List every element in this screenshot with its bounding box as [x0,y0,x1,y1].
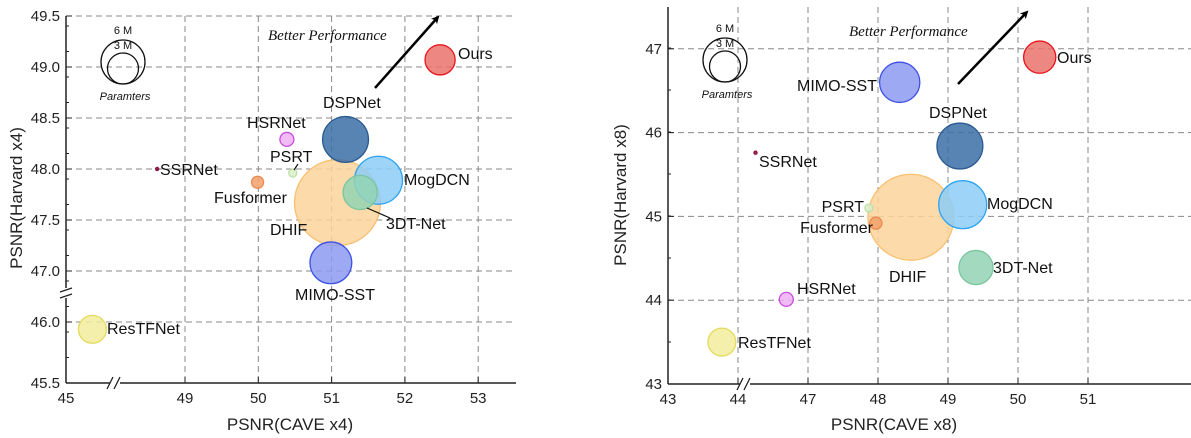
bubble-dhif [867,173,955,261]
y-tick-label: 49.5 [31,8,60,25]
better-performance-arrow-icon [374,15,440,89]
point-label-dhif: DHIF [270,222,308,239]
y-tick-label: 46.0 [31,314,60,331]
y-axis-title: PSNR(Harvard x4) [7,127,26,269]
x-axis-title: PSNR(CAVE x8) [831,415,957,434]
bubble-dspnet [321,115,370,164]
bubble-mimo-sst [878,61,921,104]
point-label-psrt: PSRT [270,149,313,166]
x-tick-label: 51 [323,390,340,407]
bubble-ours [424,44,456,76]
bubble-mimo-sst [309,241,353,285]
bubble-ssrnet [753,150,758,155]
bubble-restfnet [77,314,107,344]
x-axis-title: PSNR(CAVE x4) [227,415,353,434]
point-label-fusformer: Fusformer [214,190,288,207]
x-axis-break-gap [740,381,750,387]
x-tick-label: 50 [1010,391,1027,408]
x-tick-label: 45 [58,390,75,407]
point-label-restfnet: ResTFNet [107,321,180,338]
size-legend-label-6m: 6 M [716,23,734,35]
bubble-hsrnet [778,291,794,307]
bubble-fusformer [250,175,265,189]
point-label-3dt-net: 3DT-Net [993,260,1053,277]
x-tick-label: 49 [940,391,957,408]
size-legend-label-3m: 3 M [716,38,734,50]
bubble-mogdcn [938,180,988,230]
y-tick-label: 45 [645,208,662,225]
size-legend-label-3m: 3 M [114,40,132,52]
point-label-mimo-sst: MIMO-SST [295,287,375,304]
x-axis-break-gap [110,380,120,386]
y-tick-label: 47 [645,41,662,58]
size-legend-circle-3m [106,52,140,85]
x-axis-break-icon [736,377,751,391]
leader-line [293,163,299,171]
x-tick-label: 50 [250,390,267,407]
point-label-dspnet: DSPNet [323,95,381,112]
y-axis-break-icon [59,287,73,299]
y-tick-label: 48.5 [31,110,60,127]
chart-panel-2: 43 44 47 48 49 50 51 43 44 45 46 47 Ours MIMO-SST DSPN… [611,7,1191,434]
bubble-dspnet [936,122,984,170]
x-tick-label: 53 [470,390,487,407]
y-axis-title: PSNR(Harvard x8) [611,124,630,266]
point-label-mimo-sst: MIMO-SST [797,78,877,95]
better-performance-arrow-icon [957,10,1029,85]
y-tick-label: 45.5 [31,375,60,392]
point-label-psrt: PSRT [822,199,865,216]
point-label-restfnet: ResTFNet [738,335,811,352]
size-legend-label-6m: 6 M [114,25,132,37]
point-label-ours: Ours [1057,50,1092,67]
point-label-3dt-net: 3DT-Net [386,216,446,233]
x-tick-label: 52 [397,390,414,407]
leader-line [366,207,391,219]
x-tick-label: 48 [870,391,887,408]
point-label-hsrnet: HSRNet [797,281,856,298]
bubble-fusformer [869,216,883,230]
x-tick-label: 47 [800,391,817,408]
x-tick-label: 43 [660,391,677,408]
point-label-mogdcn: MogDCN [987,196,1053,213]
point-label-ours: Ours [458,46,493,63]
bubble-3dt-net [958,249,994,286]
y-tick-label: 43 [645,376,662,393]
y-axis-break-gap [63,288,69,298]
size-legend-title: Paramters [702,89,753,101]
bubble-ssrnet [154,166,160,172]
bubble-psrt [288,168,298,178]
x-tick-label: 51 [1080,391,1097,408]
point-label-dspnet: DSPNet [929,105,987,122]
better-performance-annotation: Better Performance [849,24,968,40]
bubble-hsrnet [279,131,295,148]
size-legend-circle-3m [708,50,742,83]
size-legend-title: Paramters [100,91,151,103]
y-tick-label: 49.0 [31,59,60,76]
y-tick-label: 46 [645,125,662,142]
point-label-ssrnet: SSRNet [160,162,218,179]
y-tick-label: 47.0 [31,263,60,280]
point-label-dhif: DHIF [889,269,927,286]
bubble-3dt-net [342,174,378,211]
point-label-mogdcn: MogDCN [404,172,470,189]
point-label-fusformer: Fusformer [800,220,874,237]
bubble-restfnet [707,327,737,357]
chart-panel-1: 45 49 50 51 52 53 45.5 46.0 47.0 47.5 48.0 48.5 49.0… [7,8,516,434]
x-tick-label: 44 [730,391,747,408]
y-tick-label: 47.5 [31,212,60,229]
y-tick-label: 44 [645,292,662,309]
bubble-psrt [864,203,874,213]
x-tick-label: 49 [177,390,194,407]
y-tick-label: 48.0 [31,161,60,178]
bubble-ours [1022,40,1057,74]
point-label-hsrnet: HSRNet [247,115,306,132]
better-performance-annotation: Better Performance [268,28,387,44]
point-label-ssrnet: SSRNet [759,154,817,171]
x-axis-break-icon [106,376,121,390]
